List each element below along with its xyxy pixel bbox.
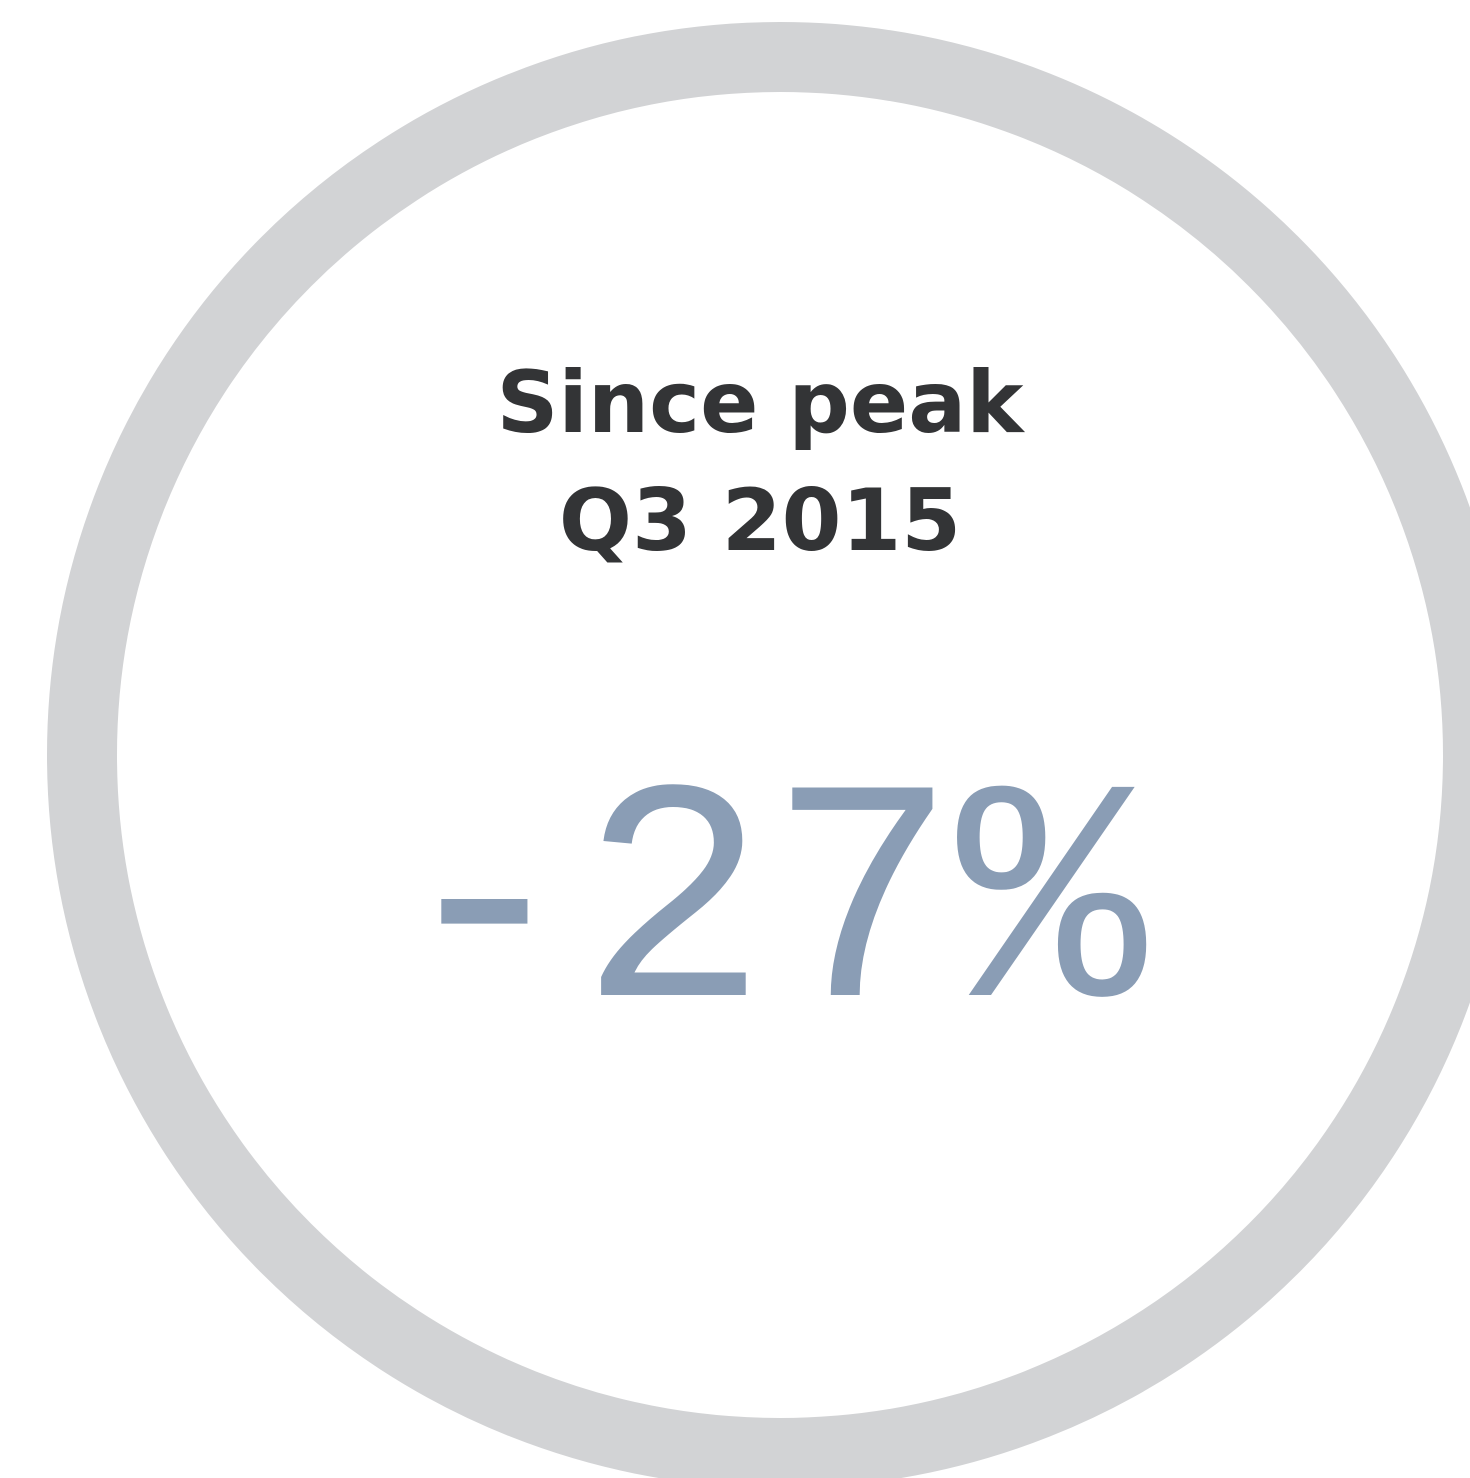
ring (47, 22, 1470, 1478)
stat-value: -27% (390, 733, 1149, 1090)
label-line: Q3 2015 (559, 471, 961, 571)
label-line: Since peak (496, 353, 1025, 453)
